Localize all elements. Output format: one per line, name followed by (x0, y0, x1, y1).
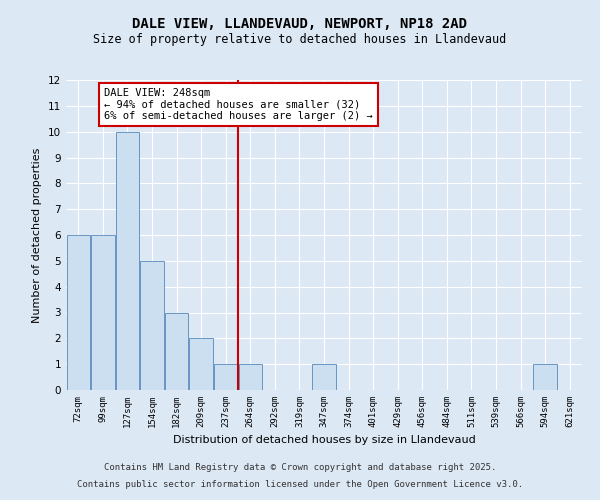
Bar (67, 235, 90, 390)
Bar (533, 364, 557, 390)
Y-axis label: Number of detached properties: Number of detached properties (32, 148, 43, 322)
Bar (190, 338, 213, 390)
Text: Size of property relative to detached houses in Llandevaud: Size of property relative to detached ho… (94, 32, 506, 46)
Bar (313, 364, 335, 390)
Bar (165, 312, 188, 390)
Bar (91, 235, 115, 390)
Bar (116, 132, 139, 390)
Text: DALE VIEW, LLANDEVAUD, NEWPORT, NP18 2AD: DALE VIEW, LLANDEVAUD, NEWPORT, NP18 2AD (133, 18, 467, 32)
Bar (239, 364, 262, 390)
Text: DALE VIEW: 248sqm
← 94% of detached houses are smaller (32)
6% of semi-detached : DALE VIEW: 248sqm ← 94% of detached hous… (104, 88, 373, 121)
X-axis label: Distribution of detached houses by size in Llandevaud: Distribution of detached houses by size … (173, 436, 475, 446)
Bar (214, 364, 238, 390)
Text: Contains HM Land Registry data © Crown copyright and database right 2025.: Contains HM Land Registry data © Crown c… (104, 464, 496, 472)
Text: Contains public sector information licensed under the Open Government Licence v3: Contains public sector information licen… (77, 480, 523, 489)
Bar (140, 261, 164, 390)
